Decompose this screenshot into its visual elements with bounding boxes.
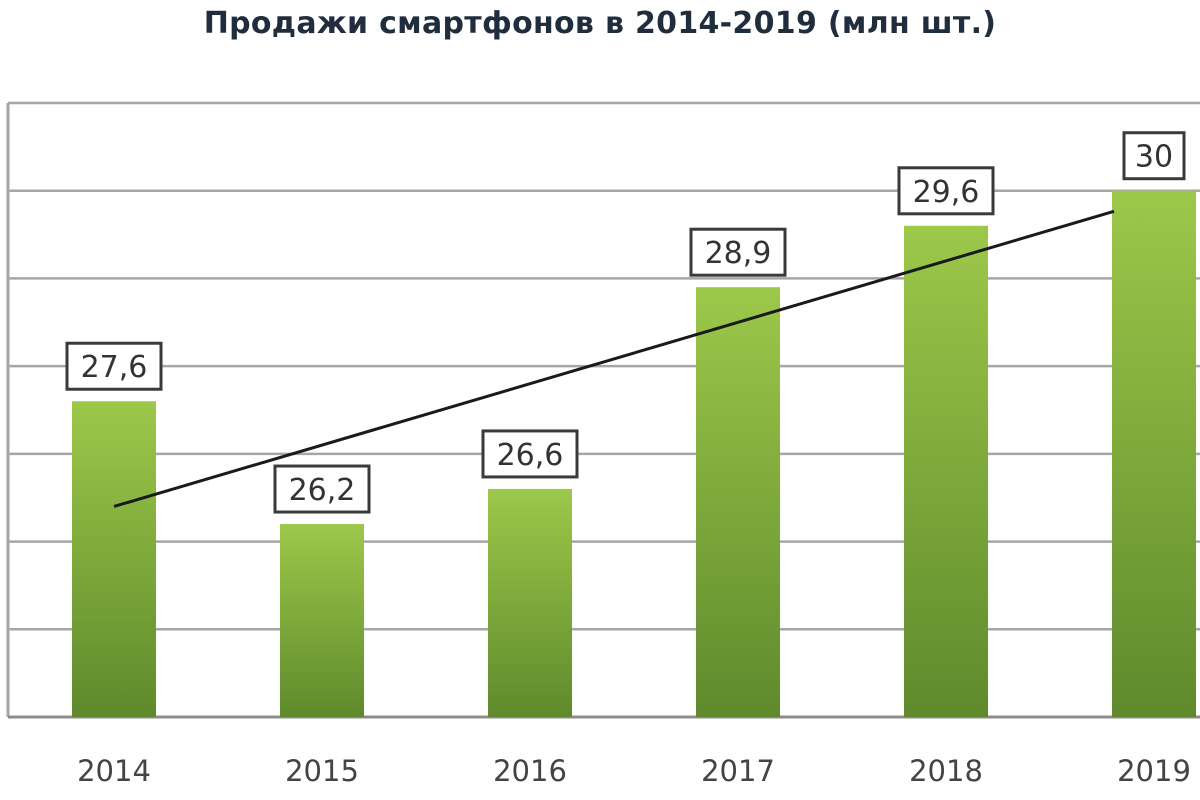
data-label: 29,6	[913, 175, 980, 210]
x-tick-labels: 2014 2015 2016 2017 2018 2019	[77, 754, 1191, 788]
data-label-box	[689, 227, 787, 277]
data-label-box	[481, 429, 579, 479]
x-tick-label: 2018	[909, 754, 983, 788]
x-tick-label: 2014	[77, 754, 151, 788]
bar-2016	[488, 488, 572, 717]
data-label: 30	[1135, 140, 1173, 175]
data-label: 28,9	[705, 236, 772, 271]
data-label-box	[273, 464, 371, 514]
data-labels: 27,6 26,2 26,6 28,9 29,6 30	[65, 131, 1186, 514]
data-label: 27,6	[81, 350, 148, 385]
x-tick-label: 2015	[285, 754, 359, 788]
x-tick-label: 2016	[493, 754, 567, 788]
data-label-box	[1122, 131, 1186, 181]
chart-title: Продажи смартфонов в 2014-2019 (млн шт.)	[203, 6, 997, 41]
data-label-box	[897, 166, 995, 216]
trendline	[113, 209, 1115, 508]
x-tick-label: 2019	[1117, 754, 1191, 788]
bar-2019	[1112, 190, 1196, 717]
bars	[72, 190, 1196, 718]
data-label: 26,2	[289, 473, 356, 508]
bar-2018	[904, 225, 988, 718]
x-tick-label: 2017	[701, 754, 775, 788]
data-label-box	[65, 341, 163, 391]
bar-2017	[696, 287, 780, 717]
data-label: 26,6	[497, 438, 564, 473]
bar-2014	[72, 401, 156, 717]
bar-2015	[280, 524, 364, 717]
gridlines	[8, 101, 1200, 719]
